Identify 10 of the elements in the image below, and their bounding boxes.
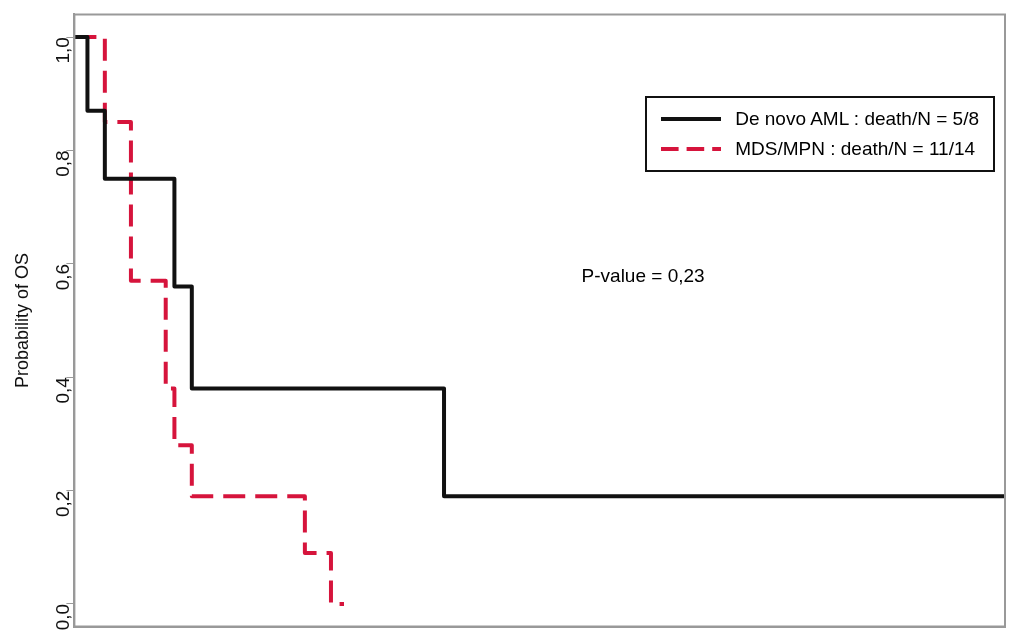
y-axis-title: Probability of OS bbox=[11, 252, 32, 389]
legend-label: MDS/MPN : death/N = 11/14 bbox=[735, 137, 976, 162]
y-tick-label: 0,0 bbox=[51, 603, 73, 631]
y-tick-label: 0,2 bbox=[51, 490, 73, 517]
annotation: P-value = 0,23 bbox=[581, 265, 705, 288]
y-tick-label: 1,0 bbox=[51, 37, 73, 64]
legend-label: De novo AML : death/N = 5/8 bbox=[735, 107, 979, 132]
y-tick-label: 0,8 bbox=[51, 150, 73, 177]
y-tick-label: 0,4 bbox=[51, 376, 73, 404]
y-tick-label: 0,6 bbox=[51, 263, 73, 291]
